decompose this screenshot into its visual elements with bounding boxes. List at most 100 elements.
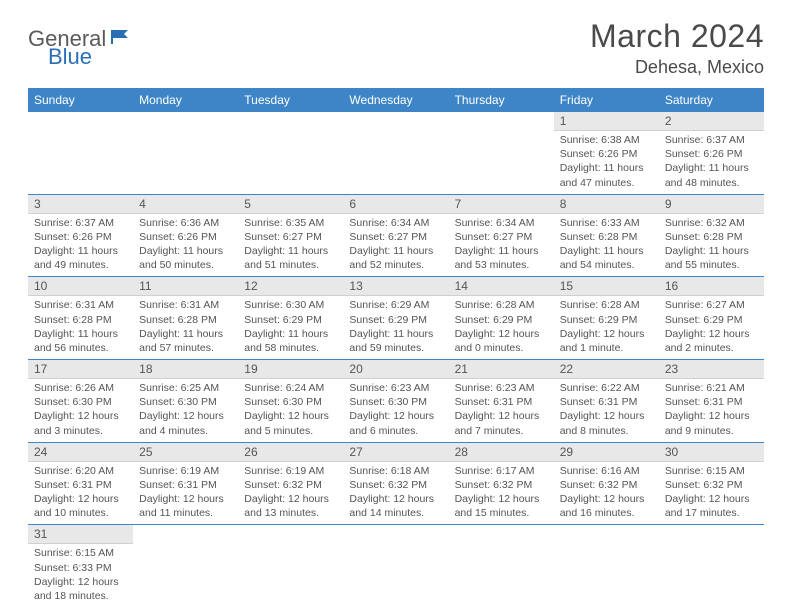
day-number: 27: [343, 443, 448, 462]
calendar-day-cell: 9Sunrise: 6:32 AMSunset: 6:28 PMDaylight…: [659, 194, 764, 277]
calendar-day-cell: 26Sunrise: 6:19 AMSunset: 6:32 PMDayligh…: [238, 442, 343, 525]
calendar-day-cell: 15Sunrise: 6:28 AMSunset: 6:29 PMDayligh…: [554, 277, 659, 360]
day-number: 15: [554, 277, 659, 296]
location: Dehesa, Mexico: [590, 57, 764, 78]
day-number: 30: [659, 443, 764, 462]
calendar-day-cell: 19Sunrise: 6:24 AMSunset: 6:30 PMDayligh…: [238, 360, 343, 443]
day-number: 18: [133, 360, 238, 379]
calendar-day-cell: 11Sunrise: 6:31 AMSunset: 6:28 PMDayligh…: [133, 277, 238, 360]
calendar-day-cell: 4Sunrise: 6:36 AMSunset: 6:26 PMDaylight…: [133, 194, 238, 277]
day-info: Sunrise: 6:20 AMSunset: 6:31 PMDaylight:…: [28, 462, 133, 525]
day-info: Sunrise: 6:19 AMSunset: 6:32 PMDaylight:…: [238, 462, 343, 525]
weekday-header: Tuesday: [238, 88, 343, 112]
day-info: Sunrise: 6:31 AMSunset: 6:28 PMDaylight:…: [133, 296, 238, 359]
day-info: Sunrise: 6:18 AMSunset: 6:32 PMDaylight:…: [343, 462, 448, 525]
calendar-day-cell: 30Sunrise: 6:15 AMSunset: 6:32 PMDayligh…: [659, 442, 764, 525]
calendar-empty-cell: [554, 525, 659, 607]
calendar-empty-cell: [343, 525, 448, 607]
day-info: Sunrise: 6:25 AMSunset: 6:30 PMDaylight:…: [133, 379, 238, 442]
calendar-day-cell: 31Sunrise: 6:15 AMSunset: 6:33 PMDayligh…: [28, 525, 133, 607]
calendar-day-cell: 16Sunrise: 6:27 AMSunset: 6:29 PMDayligh…: [659, 277, 764, 360]
calendar-day-cell: 7Sunrise: 6:34 AMSunset: 6:27 PMDaylight…: [449, 194, 554, 277]
calendar-day-cell: 13Sunrise: 6:29 AMSunset: 6:29 PMDayligh…: [343, 277, 448, 360]
day-info: Sunrise: 6:22 AMSunset: 6:31 PMDaylight:…: [554, 379, 659, 442]
day-info: Sunrise: 6:34 AMSunset: 6:27 PMDaylight:…: [343, 214, 448, 277]
calendar-day-cell: 21Sunrise: 6:23 AMSunset: 6:31 PMDayligh…: [449, 360, 554, 443]
day-info: Sunrise: 6:33 AMSunset: 6:28 PMDaylight:…: [554, 214, 659, 277]
calendar-day-cell: 25Sunrise: 6:19 AMSunset: 6:31 PMDayligh…: [133, 442, 238, 525]
calendar-day-cell: 8Sunrise: 6:33 AMSunset: 6:28 PMDaylight…: [554, 194, 659, 277]
day-number: 2: [659, 112, 764, 131]
calendar-day-cell: 10Sunrise: 6:31 AMSunset: 6:28 PMDayligh…: [28, 277, 133, 360]
day-info: Sunrise: 6:17 AMSunset: 6:32 PMDaylight:…: [449, 462, 554, 525]
calendar-day-cell: 23Sunrise: 6:21 AMSunset: 6:31 PMDayligh…: [659, 360, 764, 443]
day-number: 19: [238, 360, 343, 379]
day-number: 25: [133, 443, 238, 462]
day-number: 5: [238, 195, 343, 214]
day-number: 13: [343, 277, 448, 296]
weekday-header: Friday: [554, 88, 659, 112]
day-info: Sunrise: 6:38 AMSunset: 6:26 PMDaylight:…: [554, 131, 659, 194]
day-number: 28: [449, 443, 554, 462]
calendar-week-row: 17Sunrise: 6:26 AMSunset: 6:30 PMDayligh…: [28, 360, 764, 443]
day-number: 12: [238, 277, 343, 296]
day-info: Sunrise: 6:15 AMSunset: 6:32 PMDaylight:…: [659, 462, 764, 525]
day-info: Sunrise: 6:21 AMSunset: 6:31 PMDaylight:…: [659, 379, 764, 442]
day-info: Sunrise: 6:32 AMSunset: 6:28 PMDaylight:…: [659, 214, 764, 277]
day-number: 20: [343, 360, 448, 379]
day-number: 26: [238, 443, 343, 462]
day-number: 23: [659, 360, 764, 379]
calendar-day-cell: 27Sunrise: 6:18 AMSunset: 6:32 PMDayligh…: [343, 442, 448, 525]
weekday-header: Monday: [133, 88, 238, 112]
calendar-empty-cell: [238, 525, 343, 607]
day-info: Sunrise: 6:34 AMSunset: 6:27 PMDaylight:…: [449, 214, 554, 277]
day-info: Sunrise: 6:19 AMSunset: 6:31 PMDaylight:…: [133, 462, 238, 525]
day-info: Sunrise: 6:27 AMSunset: 6:29 PMDaylight:…: [659, 296, 764, 359]
calendar-day-cell: 18Sunrise: 6:25 AMSunset: 6:30 PMDayligh…: [133, 360, 238, 443]
day-info: Sunrise: 6:26 AMSunset: 6:30 PMDaylight:…: [28, 379, 133, 442]
day-number: 29: [554, 443, 659, 462]
weekday-header: Wednesday: [343, 88, 448, 112]
header: General March 2024 Dehesa, Mexico: [28, 18, 764, 78]
day-info: Sunrise: 6:24 AMSunset: 6:30 PMDaylight:…: [238, 379, 343, 442]
calendar-day-cell: 17Sunrise: 6:26 AMSunset: 6:30 PMDayligh…: [28, 360, 133, 443]
day-number: 22: [554, 360, 659, 379]
day-number: 17: [28, 360, 133, 379]
calendar-day-cell: 1Sunrise: 6:38 AMSunset: 6:26 PMDaylight…: [554, 112, 659, 194]
calendar-header-row: SundayMondayTuesdayWednesdayThursdayFrid…: [28, 88, 764, 112]
month-title: March 2024: [590, 18, 764, 55]
calendar-day-cell: 2Sunrise: 6:37 AMSunset: 6:26 PMDaylight…: [659, 112, 764, 194]
day-number: 14: [449, 277, 554, 296]
day-number: 6: [343, 195, 448, 214]
day-info: Sunrise: 6:35 AMSunset: 6:27 PMDaylight:…: [238, 214, 343, 277]
day-info: Sunrise: 6:37 AMSunset: 6:26 PMDaylight:…: [28, 214, 133, 277]
day-info: Sunrise: 6:30 AMSunset: 6:29 PMDaylight:…: [238, 296, 343, 359]
weekday-header: Thursday: [449, 88, 554, 112]
calendar-empty-cell: [238, 112, 343, 194]
calendar-day-cell: 28Sunrise: 6:17 AMSunset: 6:32 PMDayligh…: [449, 442, 554, 525]
weekday-header: Saturday: [659, 88, 764, 112]
calendar-empty-cell: [343, 112, 448, 194]
calendar-day-cell: 22Sunrise: 6:22 AMSunset: 6:31 PMDayligh…: [554, 360, 659, 443]
calendar-week-row: 1Sunrise: 6:38 AMSunset: 6:26 PMDaylight…: [28, 112, 764, 194]
calendar-empty-cell: [659, 525, 764, 607]
calendar-day-cell: 20Sunrise: 6:23 AMSunset: 6:30 PMDayligh…: [343, 360, 448, 443]
calendar-day-cell: 29Sunrise: 6:16 AMSunset: 6:32 PMDayligh…: [554, 442, 659, 525]
day-info: Sunrise: 6:23 AMSunset: 6:30 PMDaylight:…: [343, 379, 448, 442]
weekday-header: Sunday: [28, 88, 133, 112]
calendar-table: SundayMondayTuesdayWednesdayThursdayFrid…: [28, 88, 764, 607]
day-info: Sunrise: 6:28 AMSunset: 6:29 PMDaylight:…: [554, 296, 659, 359]
calendar-week-row: 31Sunrise: 6:15 AMSunset: 6:33 PMDayligh…: [28, 525, 764, 607]
day-number: 21: [449, 360, 554, 379]
day-info: Sunrise: 6:36 AMSunset: 6:26 PMDaylight:…: [133, 214, 238, 277]
day-number: 3: [28, 195, 133, 214]
day-info: Sunrise: 6:16 AMSunset: 6:32 PMDaylight:…: [554, 462, 659, 525]
calendar-week-row: 24Sunrise: 6:20 AMSunset: 6:31 PMDayligh…: [28, 442, 764, 525]
calendar-body: 1Sunrise: 6:38 AMSunset: 6:26 PMDaylight…: [28, 112, 764, 607]
day-number: 24: [28, 443, 133, 462]
calendar-day-cell: 14Sunrise: 6:28 AMSunset: 6:29 PMDayligh…: [449, 277, 554, 360]
day-number: 8: [554, 195, 659, 214]
calendar-empty-cell: [449, 112, 554, 194]
day-info: Sunrise: 6:37 AMSunset: 6:26 PMDaylight:…: [659, 131, 764, 194]
logo-text-blue-wrap: Blue: [48, 44, 92, 70]
